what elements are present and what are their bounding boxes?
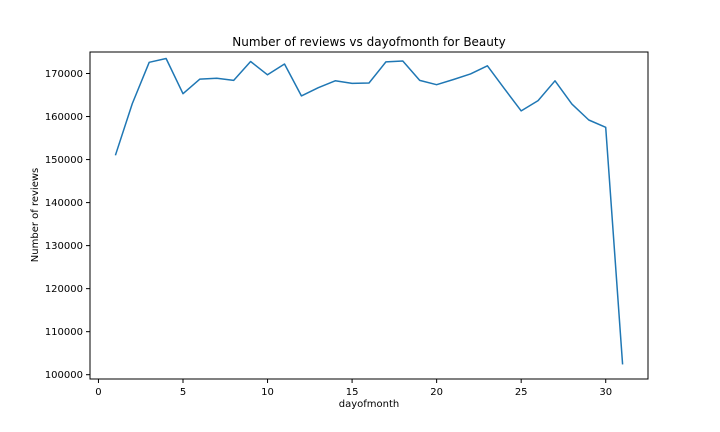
x-tick-label: 30 [599, 387, 612, 398]
y-tick-label: 120000 [45, 284, 83, 295]
y-tick-label: 110000 [45, 327, 83, 338]
chart-title: Number of reviews vs dayofmonth for Beau… [232, 35, 505, 49]
plot-frame [89, 51, 649, 380]
y-tick-label: 140000 [45, 198, 83, 209]
y-tick-label: 100000 [45, 370, 83, 381]
y-axis: 100000 110000 120000 130000 140000 150000 1600… [45, 69, 90, 381]
x-tick-label: 0 [95, 387, 101, 398]
plot-area [114, 57, 624, 365]
y-axis-label: Number of reviews [30, 168, 41, 262]
x-tick-label: 5 [180, 387, 186, 398]
series-line [114, 57, 624, 365]
x-tick-label: 15 [346, 387, 359, 398]
y-tick-label: 170000 [45, 69, 83, 80]
y-tick-label: 150000 [45, 155, 83, 166]
y-tick-label: 160000 [45, 112, 83, 123]
y-tick-label: 130000 [45, 241, 83, 252]
x-tick-label: 20 [430, 387, 443, 398]
x-axis: 0 5 10 15 20 25 30 [95, 379, 612, 398]
x-tick-label: 25 [515, 387, 528, 398]
x-axis-label: dayofmonth [339, 399, 400, 410]
x-tick-label: 10 [261, 387, 274, 398]
